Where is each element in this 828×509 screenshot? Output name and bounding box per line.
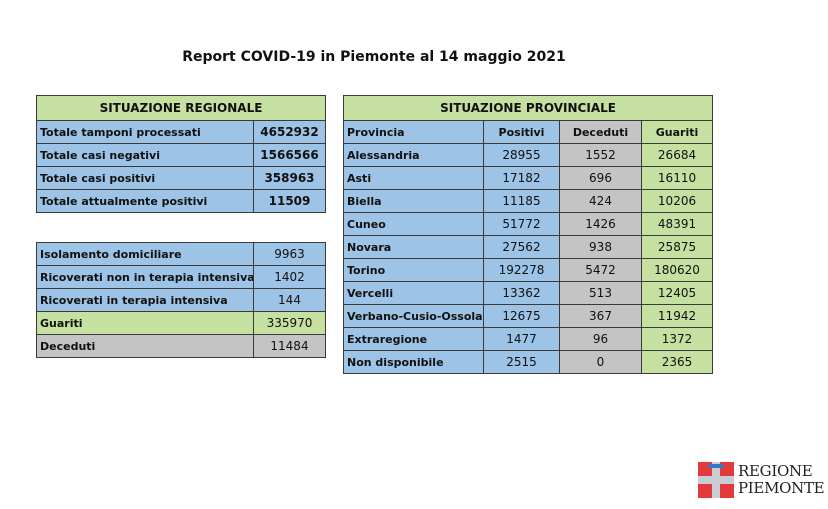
regione-piemonte-logo: REGIONE PIEMONTE [698, 462, 825, 498]
guariti-cell: 10206 [640, 189, 714, 213]
row-label: Isolamento domiciliare [36, 242, 254, 266]
row-value: 4652932 [253, 120, 326, 144]
provincia-cell: Alessandria [343, 143, 484, 167]
provincia-cell: Non disponibile [343, 350, 484, 374]
row-value: 11509 [253, 189, 326, 213]
table-row: Biella 11185 424 10206 [343, 189, 714, 213]
row-label: Deceduti [36, 334, 254, 358]
provincia-cell: Verbano-Cusio-Ossola [343, 304, 484, 328]
row-value: 1402 [253, 265, 326, 289]
row-label: Totale casi positivi [36, 166, 254, 190]
provincia-cell: Vercelli [343, 281, 484, 305]
column-header-guariti: Guariti [640, 120, 714, 144]
row-value: 9963 [253, 242, 326, 266]
table-row: Totale tamponi processati 4652932 [36, 120, 326, 144]
provincial-table: SITUAZIONE PROVINCIALE Provincia Positiv… [342, 95, 714, 374]
row-value: 144 [253, 288, 326, 312]
row-label: Ricoverati non in terapia intensiva [36, 265, 254, 289]
column-header-provincia: Provincia [343, 120, 484, 144]
guariti-cell: 1372 [640, 327, 714, 351]
row-label: Totale casi negativi [36, 143, 254, 167]
guariti-cell: 11942 [640, 304, 714, 328]
table-row: Verbano-Cusio-Ossola 12675 367 11942 [343, 304, 714, 328]
positivi-cell: 1477 [483, 327, 560, 351]
logo-line-1: REGIONE [738, 462, 813, 480]
logo-line-2: PIEMONTE [738, 479, 825, 497]
provincial-header: SITUAZIONE PROVINCIALE [342, 95, 714, 121]
deceduti-cell: 938 [559, 235, 642, 259]
table-row: Alessandria 28955 1552 26684 [343, 143, 714, 167]
table-row: Totale casi positivi 358963 [36, 166, 326, 190]
row-label: Totale tamponi processati [36, 120, 254, 144]
positivi-cell: 27562 [483, 235, 560, 259]
provincia-cell: Torino [343, 258, 484, 282]
guariti-cell: 16110 [640, 166, 714, 190]
guariti-cell: 25875 [640, 235, 714, 259]
table-row: Novara 27562 938 25875 [343, 235, 714, 259]
deceduti-cell: 513 [559, 281, 642, 305]
positivi-cell: 28955 [483, 143, 560, 167]
provincia-cell: Novara [343, 235, 484, 259]
table-row: Totale casi negativi 1566566 [36, 143, 326, 167]
table-row: Cuneo 51772 1426 48391 [343, 212, 714, 236]
deceduti-cell: 696 [559, 166, 642, 190]
guariti-cell: 180620 [640, 258, 714, 282]
deceduti-cell: 5472 [559, 258, 642, 282]
positivi-cell: 11185 [483, 189, 560, 213]
guariti-cell: 2365 [640, 350, 714, 374]
row-value: 335970 [253, 311, 326, 335]
table-row: Vercelli 13362 513 12405 [343, 281, 714, 305]
deceduti-cell: 367 [559, 304, 642, 328]
guariti-cell: 26684 [640, 143, 714, 167]
table-row: Ricoverati non in terapia intensiva 1402 [36, 265, 326, 289]
table-row: Asti 17182 696 16110 [343, 166, 714, 190]
column-headers: Provincia Positivi Deceduti Guariti [343, 120, 714, 144]
column-header-positivi: Positivi [483, 120, 560, 144]
regional-totals-table: SITUAZIONE REGIONALE Totale tamponi proc… [36, 95, 326, 213]
row-label: Guariti [36, 311, 254, 335]
positivi-cell: 2515 [483, 350, 560, 374]
table-row: Isolamento domiciliare 9963 [36, 242, 326, 266]
row-value: 1566566 [253, 143, 326, 167]
table-row: Deceduti 11484 [36, 334, 326, 358]
table-row: Totale attualmente positivi 11509 [36, 189, 326, 213]
deceduti-cell: 0 [559, 350, 642, 374]
positivi-cell: 192278 [483, 258, 560, 282]
piemonte-cross-icon [698, 462, 734, 498]
table-row: Ricoverati in terapia intensiva 144 [36, 288, 326, 312]
provincia-cell: Biella [343, 189, 484, 213]
positivi-cell: 13362 [483, 281, 560, 305]
table-row: Guariti 335970 [36, 311, 326, 335]
positivi-cell: 17182 [483, 166, 560, 190]
regional-header: SITUAZIONE REGIONALE [36, 95, 326, 121]
deceduti-cell: 424 [559, 189, 642, 213]
row-label: Ricoverati in terapia intensiva [36, 288, 254, 312]
provincia-cell: Cuneo [343, 212, 484, 236]
report-title: Report COVID-19 in Piemonte al 14 maggio… [182, 49, 566, 65]
provincia-cell: Asti [343, 166, 484, 190]
row-value: 358963 [253, 166, 326, 190]
guariti-cell: 48391 [640, 212, 714, 236]
guariti-cell: 12405 [640, 281, 714, 305]
deceduti-cell: 1426 [559, 212, 642, 236]
regional-breakdown-table: Isolamento domiciliare 9963 Ricoverati no… [36, 242, 326, 358]
deceduti-cell: 96 [559, 327, 642, 351]
row-label: Totale attualmente positivi [36, 189, 254, 213]
deceduti-cell: 1552 [559, 143, 642, 167]
column-header-deceduti: Deceduti [559, 120, 642, 144]
provincia-cell: Extraregione [343, 327, 484, 351]
table-row: Non disponibile 2515 0 2365 [343, 350, 714, 374]
positivi-cell: 51772 [483, 212, 560, 236]
row-value: 11484 [253, 334, 326, 358]
table-row: Torino 192278 5472 180620 [343, 258, 714, 282]
positivi-cell: 12675 [483, 304, 560, 328]
table-row: Extraregione 1477 96 1372 [343, 327, 714, 351]
